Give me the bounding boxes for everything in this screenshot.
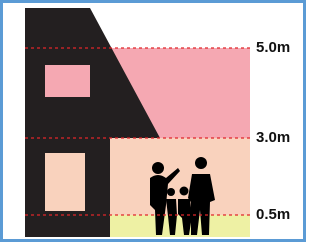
level-label: 3.0m [256,129,290,146]
zone-low [110,215,250,237]
window-lower [45,153,85,211]
flood-diagram: 5.0m 3.0m 0.5m [0,0,306,242]
level-label: 0.5m [256,206,290,223]
level-label: 5.0m [256,39,290,56]
page: 5.0m 3.0m 0.5m (() => { const data = JSO… [0,0,306,242]
window-upper [45,65,90,97]
